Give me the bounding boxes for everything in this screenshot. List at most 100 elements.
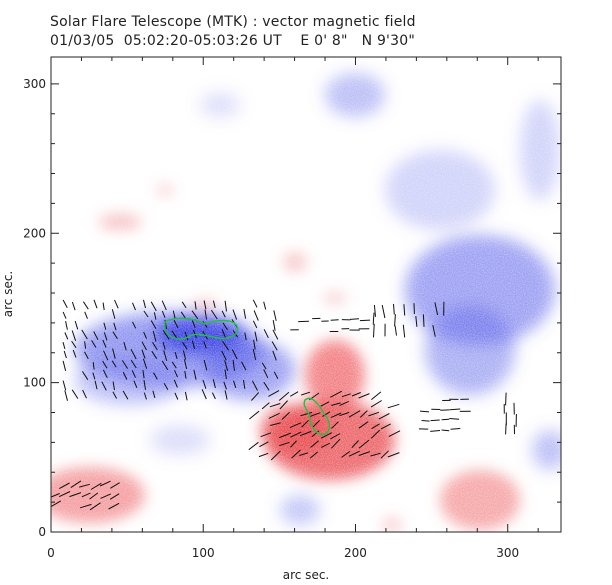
field-vector (184, 391, 188, 401)
field-vector (79, 503, 92, 509)
plot-frame (50, 56, 562, 533)
axis-tick-labels: 0 100 200 300 0 100 200 300 (23, 77, 519, 560)
transverse-field-vectors (51, 299, 517, 511)
field-vector (263, 329, 269, 339)
field-vector (380, 450, 389, 459)
contour-lines (164, 317, 331, 435)
field-vector (260, 432, 272, 438)
field-vector (380, 423, 391, 430)
field-vector (183, 359, 188, 370)
field-vector (290, 440, 297, 448)
field-vector (261, 402, 270, 410)
field-vector (320, 432, 333, 439)
field-vector (89, 492, 99, 500)
field-vector (122, 390, 129, 400)
field-vector (351, 392, 361, 397)
field-vector (112, 381, 115, 391)
field-vector (394, 325, 397, 336)
field-vector (271, 341, 278, 351)
x-tick-label: 100 (192, 546, 215, 560)
x-tick-label: 200 (344, 546, 367, 560)
field-vector (279, 441, 290, 447)
field-vector (330, 412, 342, 419)
field-vector (330, 390, 343, 398)
field-vector (110, 482, 120, 489)
field-vector (108, 502, 120, 510)
field-vector (291, 449, 301, 459)
field-vector (72, 349, 77, 358)
field-vector (62, 341, 66, 350)
field-vector (191, 310, 199, 320)
field-vector (81, 329, 88, 340)
field-vector (359, 410, 368, 418)
field-vector (102, 302, 105, 311)
field-vector (290, 431, 302, 438)
field-vector (62, 311, 67, 319)
x-tick-label: 0 (47, 546, 55, 560)
field-vector (263, 301, 267, 310)
field-vector (273, 371, 279, 379)
field-vector (320, 401, 330, 407)
y-tick-label: 0 (38, 525, 46, 539)
noise-overlay (51, 57, 561, 532)
field-vector (273, 310, 277, 321)
field-vector (243, 379, 246, 389)
field-vector (204, 309, 207, 320)
field-vector (112, 331, 118, 340)
field-vector (370, 452, 381, 457)
field-vector (261, 362, 267, 370)
field-vector (161, 360, 169, 371)
field-vector (191, 340, 196, 350)
field-vector (290, 391, 299, 397)
field-vector (212, 300, 216, 309)
field-vector (351, 440, 359, 448)
field-vector (100, 493, 112, 499)
field-vector (130, 348, 137, 360)
field-vector (393, 303, 395, 315)
field-vector (113, 322, 117, 331)
field-vector (309, 412, 321, 417)
x-axis-label: arc sec. (283, 568, 329, 582)
field-vector (141, 341, 147, 351)
field-vector (403, 304, 406, 316)
field-vector (415, 316, 418, 327)
field-vector (422, 314, 425, 327)
field-vector (171, 330, 178, 338)
field-vector (505, 423, 507, 435)
field-vector (111, 309, 116, 319)
field-vector (279, 400, 288, 410)
field-vector (450, 428, 461, 430)
field-vector (62, 299, 68, 308)
field-vector (358, 393, 370, 399)
field-vector (278, 391, 290, 401)
field-vector (184, 370, 187, 379)
field-vector (142, 358, 148, 369)
field-vector (51, 493, 60, 498)
field-vector (84, 341, 87, 349)
field-vector (141, 349, 146, 359)
field-vector (358, 421, 369, 429)
field-vector (272, 320, 276, 331)
field-vector (349, 318, 360, 320)
field-vector (210, 309, 218, 320)
field-vector (322, 411, 331, 418)
y-tick-label: 200 (23, 226, 46, 240)
field-vector (163, 382, 169, 390)
field-vector (99, 480, 111, 487)
field-vector (419, 410, 430, 413)
field-vector (300, 411, 313, 417)
field-vector (109, 493, 120, 500)
field-vector (211, 392, 216, 400)
field-vector (270, 422, 281, 426)
field-vector (270, 450, 281, 461)
field-vector (244, 332, 247, 341)
field-vector (221, 329, 226, 338)
field-vector (142, 369, 145, 379)
field-vector (434, 302, 439, 316)
field-vector (224, 300, 227, 312)
field-vector (71, 340, 77, 349)
field-vector (102, 339, 107, 348)
field-vector (268, 390, 280, 397)
field-vector (51, 500, 62, 507)
field-vector (259, 441, 269, 448)
